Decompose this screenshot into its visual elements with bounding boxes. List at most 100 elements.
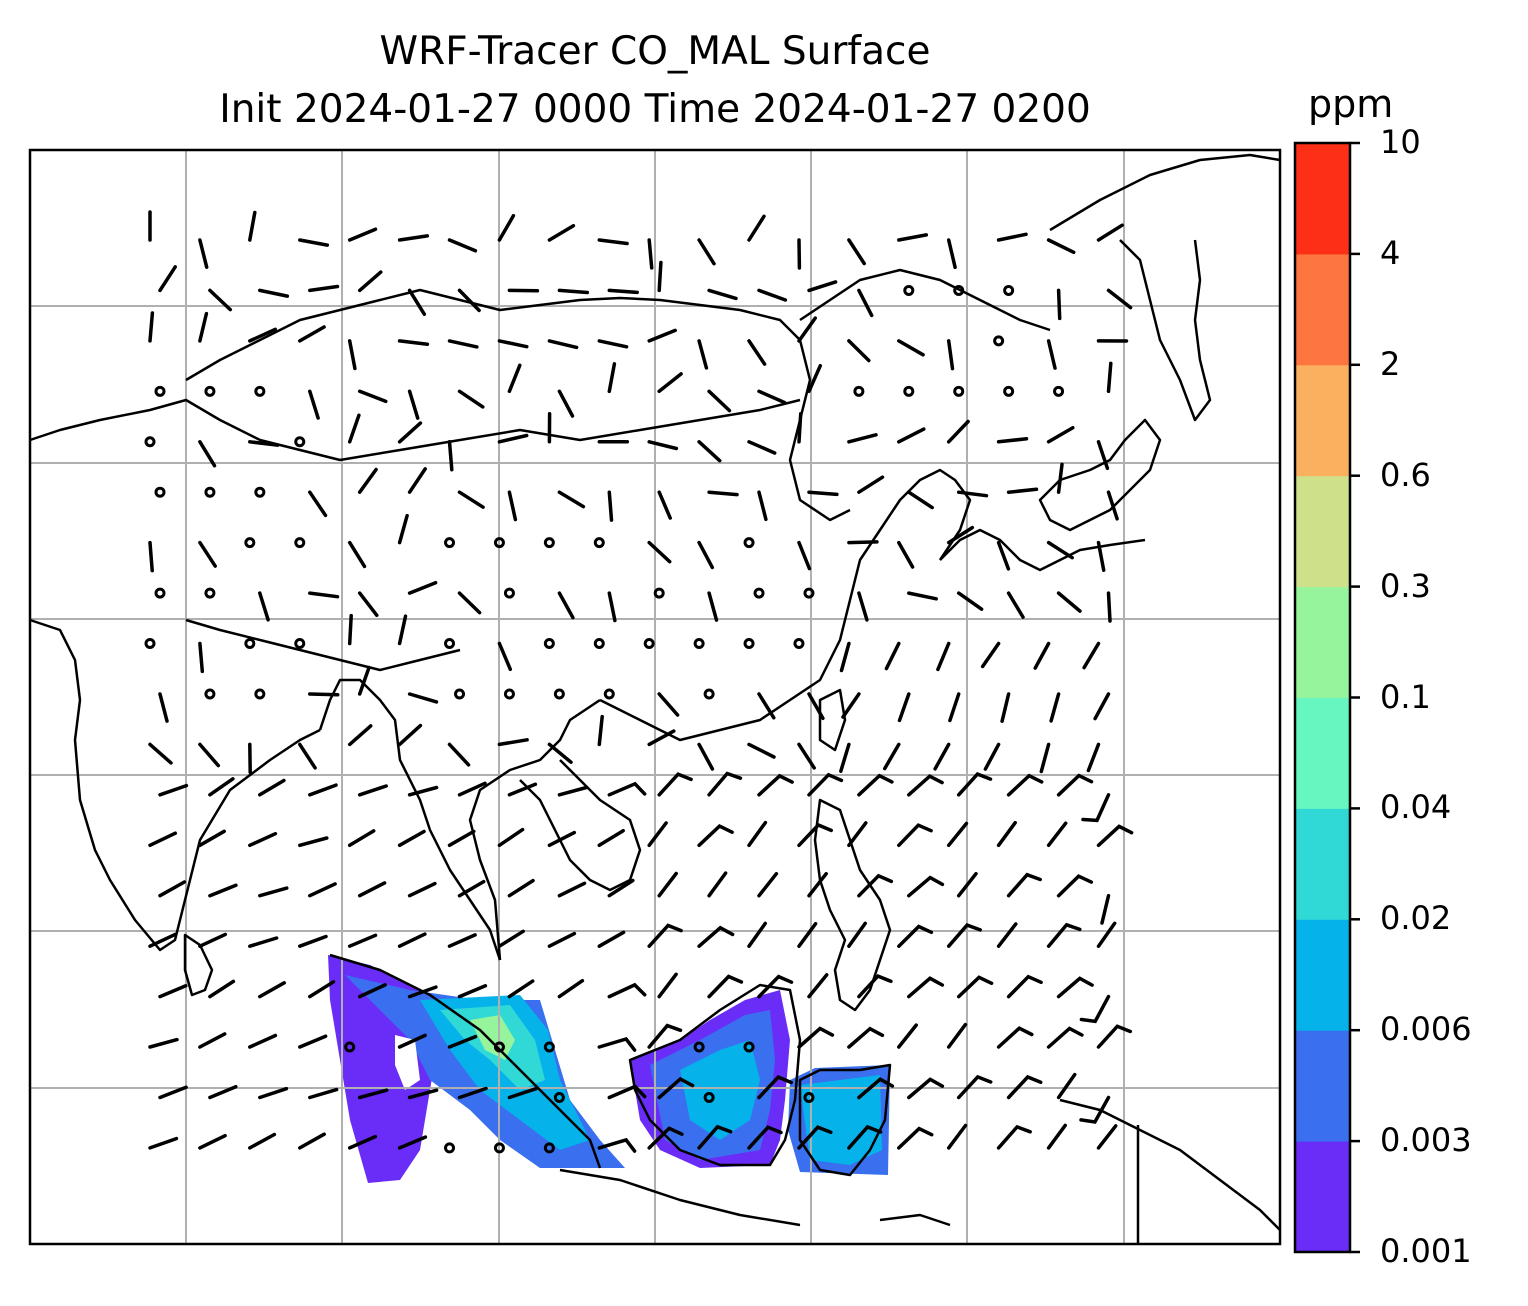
wind-barb (1079, 1095, 1111, 1124)
calm-wind-marker (903, 385, 915, 397)
wind-barb (907, 976, 945, 999)
colorbar-tick-label: 4 (1380, 233, 1401, 272)
wind-barb (1056, 874, 1094, 898)
wind-barb (347, 339, 357, 371)
coast-newguinea (1059, 1098, 1281, 1231)
calm-wind-marker (743, 638, 755, 650)
wind-barb (457, 389, 485, 409)
wind-barb (397, 421, 423, 444)
wind-barb (657, 372, 683, 394)
calm-wind-marker (653, 587, 665, 599)
wind-barb (857, 974, 893, 999)
wind-barb (946, 419, 970, 444)
colorbar-segment (1295, 1030, 1350, 1142)
wind-barb (1046, 821, 1068, 848)
wind-barb (397, 614, 408, 646)
wind-barb (198, 1032, 227, 1049)
wind-barb (657, 490, 672, 520)
wind-barb (747, 440, 777, 455)
wind-barb (1046, 425, 1075, 444)
wind-barb (507, 878, 535, 898)
calm-wind-marker (294, 537, 306, 549)
colorbar-segment (1295, 475, 1350, 588)
calm-wind-marker (254, 688, 266, 700)
wind-barb (457, 490, 485, 509)
wind-barb (248, 1033, 278, 1049)
coast-sulawesi (798, 1063, 892, 1177)
wind-barb (298, 742, 317, 770)
wind-barb (347, 724, 373, 747)
wind-barb (807, 772, 844, 797)
calm-wind-marker (204, 688, 216, 700)
wind-barb (407, 881, 437, 898)
wind-barb (1000, 692, 1011, 723)
calm-wind-marker (753, 587, 765, 599)
wind-barb (707, 771, 743, 797)
wind-barb (757, 692, 776, 720)
wind-barb (347, 1134, 378, 1150)
wind-barb (797, 742, 816, 770)
colorbar-tick-label: 10 (1380, 123, 1421, 161)
wind-barb (757, 490, 768, 522)
calm-wind-marker (543, 537, 555, 549)
wind-barb (697, 823, 734, 848)
colorbar-tick-label: 0.6 (1380, 455, 1431, 494)
colorbar-tick-label: 0.1 (1380, 677, 1431, 716)
wind-barb (298, 1132, 326, 1150)
wind-barb (983, 742, 1001, 771)
wind-barb (308, 980, 336, 999)
wind-barb (757, 389, 787, 405)
wind-barb (148, 742, 173, 765)
wind-barb (1056, 288, 1062, 321)
calm-wind-marker (204, 385, 216, 397)
wind-barb (948, 692, 961, 723)
wind-barb (996, 1026, 1034, 1049)
wind-barb (407, 692, 439, 704)
wind-barb (1006, 773, 1044, 797)
wind-barb (607, 362, 617, 394)
wind-barb (657, 871, 678, 898)
wind-barb (497, 738, 529, 747)
wind-barb (308, 389, 320, 420)
wind-barb (258, 981, 286, 999)
wind-barb (547, 931, 577, 948)
calm-wind-marker (144, 436, 156, 448)
calm-wind-marker (244, 537, 256, 549)
wind-barb (847, 1026, 885, 1049)
wind-barb (657, 772, 693, 797)
wind-barb (1096, 824, 1134, 848)
wind-barb (996, 820, 1017, 848)
calm-wind-marker (244, 638, 256, 650)
colorbar-tick-label: 0.006 (1380, 1010, 1472, 1049)
calm-wind-marker (444, 537, 456, 549)
wind-barb (1106, 490, 1119, 521)
colorbar-segment (1295, 919, 1350, 1031)
wind-barb (847, 339, 871, 363)
wind-barb (457, 591, 482, 615)
wind-barb (208, 883, 238, 898)
wind-barb (1039, 742, 1051, 774)
wind-barb (907, 1077, 945, 1100)
calm-wind-marker (953, 284, 965, 296)
wind-barb (208, 1084, 238, 1100)
colorbar-segment (1295, 1141, 1350, 1253)
wind-barb (907, 875, 945, 898)
wind-barb (697, 238, 716, 266)
wind-barb (357, 467, 378, 494)
calm-wind-marker (543, 1142, 555, 1154)
wind-barb (457, 781, 487, 797)
wind-barb (1106, 361, 1113, 394)
wind-barb (1056, 591, 1082, 613)
wind-barb (1056, 773, 1094, 797)
wind-barb (707, 288, 738, 301)
wind-barb (347, 933, 378, 948)
wind-barb (1096, 440, 1110, 471)
wind-barb (397, 829, 426, 848)
wind-barb (298, 238, 330, 247)
colorbar-tick-label: 0.003 (1380, 1121, 1472, 1160)
wind-barb (747, 1125, 783, 1150)
wind-barb (557, 490, 586, 509)
calm-wind-marker (503, 688, 515, 700)
wind-barb (407, 1088, 439, 1100)
wind-barb (884, 641, 901, 671)
